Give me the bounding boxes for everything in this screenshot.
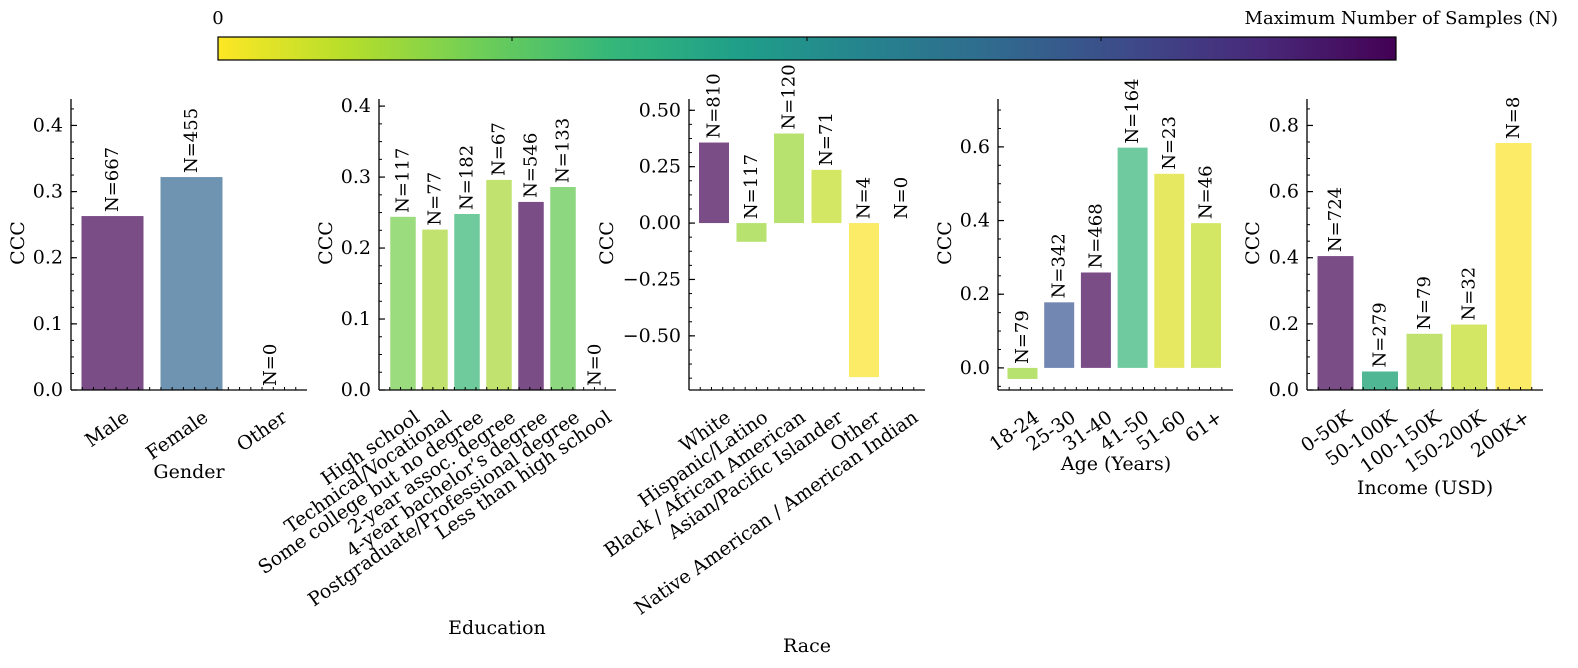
bar-n-label: N=133 (553, 118, 574, 183)
y-tick-label: −0.50 (623, 325, 681, 347)
y-tick-label: 0.00 (639, 212, 681, 234)
bar-n-label: N=79 (1012, 310, 1033, 364)
bar-n-label: N=120 (779, 64, 800, 129)
bar-n-label: N=23 (1159, 116, 1180, 170)
bar-n-label: N=67 (489, 122, 510, 176)
x-tick-label: Other (233, 406, 292, 457)
y-tick-label: 0.4 (33, 114, 63, 136)
y-tick-label: 0.50 (639, 99, 681, 121)
bar-n-label: N=117 (741, 154, 762, 219)
y-tick-label: 0.3 (341, 166, 371, 188)
bar (1362, 371, 1398, 390)
y-tick-label: 0.2 (341, 237, 371, 259)
bar (1007, 367, 1038, 379)
bar-n-label: N=342 (1049, 233, 1070, 298)
bar (736, 223, 767, 242)
y-tick-label: 0.2 (960, 283, 990, 305)
bar-n-label: N=667 (102, 147, 123, 212)
bar-n-label: N=724 (1325, 187, 1346, 252)
bar (699, 142, 729, 224)
y-tick-label: 0.8 (1269, 114, 1299, 136)
bar (550, 187, 576, 390)
bar (811, 169, 842, 224)
x-axis-title: Age (Years) (1060, 453, 1171, 475)
chart-panel-race: N=810 N=117 N=120 N=71 N=4 N=0 −0.50 −0.25 0.00 0… (596, 64, 925, 657)
bar-n-label: N=8 (1503, 97, 1524, 139)
colorbar-title: Maximum Number of Samples (N) (1245, 8, 1558, 29)
chart-panel-gender: N=667 N=455 N=0 0.0 0.1 0.2 0.3 0.4 Male Female Ot… (7, 99, 307, 483)
y-axis-title: CCC (596, 221, 618, 265)
y-tick-label: 0.4 (1269, 247, 1299, 269)
bar (454, 213, 480, 390)
bar-n-label: N=546 (521, 133, 542, 198)
y-axis-title: CCC (7, 221, 29, 265)
bar-n-label: N=77 (425, 172, 446, 226)
y-tick-label: 0.1 (341, 308, 371, 330)
y-tick-label: 0.6 (960, 136, 990, 158)
bar-n-label: N=810 (704, 73, 725, 138)
bar (1317, 256, 1354, 390)
bar-n-label: N=46 (1196, 165, 1217, 219)
bar-n-label: N=164 (1122, 78, 1143, 143)
bar (1451, 324, 1487, 390)
x-tick-label: Female (142, 406, 212, 464)
y-tick-label: 0.25 (639, 156, 681, 178)
x-tick-label: Male (81, 406, 133, 452)
y-axis-title: CCC (1242, 221, 1264, 265)
bar (81, 216, 144, 390)
bar (774, 133, 804, 224)
bar (518, 201, 544, 390)
bar-n-label: N=117 (393, 148, 414, 213)
bar (160, 177, 223, 390)
y-tick-label: 0.4 (960, 210, 990, 232)
bar (1406, 333, 1443, 390)
bar (1495, 142, 1532, 390)
y-tick-label: 0.1 (33, 313, 63, 335)
bar-n-label: N=279 (1370, 302, 1391, 367)
bar-n-label: N=468 (1085, 203, 1106, 268)
bar-n-label: N=0 (585, 344, 606, 386)
y-tick-label: 0.2 (33, 247, 63, 269)
bar-n-label: N=32 (1459, 267, 1480, 321)
chart-panel-education: N=117 N=77 N=182 N=67 N=546 N=133 N=0 0.0 0.1 0.2… (254, 95, 616, 639)
bar-n-label: N=79 (1414, 276, 1435, 330)
x-axis-title: Race (783, 635, 831, 657)
bar (422, 229, 448, 390)
bar-n-label: N=71 (816, 112, 837, 166)
bar-n-label: N=4 (854, 177, 875, 219)
y-tick-label: 0.0 (341, 379, 371, 401)
y-axis-title: CCC (315, 221, 337, 265)
y-axis-title: CCC (934, 221, 956, 265)
bar (390, 216, 416, 390)
bar (1080, 272, 1111, 368)
bar-n-label: N=0 (891, 177, 912, 219)
x-axis-title: Education (448, 617, 546, 639)
x-axis-title: Gender (153, 461, 225, 483)
y-tick-label: 0.0 (960, 357, 990, 379)
bar-n-label: N=182 (457, 145, 478, 210)
y-tick-label: −0.25 (623, 268, 681, 290)
panels: N=667 N=455 N=0 0.0 0.1 0.2 0.3 0.4 Male Female Ot… (7, 64, 1543, 657)
bar (849, 223, 879, 378)
y-tick-label: 0.2 (1269, 313, 1299, 335)
y-tick-label: 0.0 (33, 379, 63, 401)
x-tick-label: 61+ (1181, 406, 1226, 447)
y-tick-label: 0.0 (1269, 379, 1299, 401)
colorbar-min-label: 0 (212, 8, 223, 29)
y-tick-label: 0.4 (341, 95, 371, 117)
x-axis-title: Income (USD) (1357, 477, 1493, 499)
y-tick-label: 0.3 (33, 181, 63, 203)
colorbar: 0 Maximum Number of Samples (N) (212, 8, 1558, 61)
bar (486, 179, 512, 390)
bar-n-label: N=455 (181, 108, 202, 173)
bar (1154, 173, 1185, 368)
y-tick-label: 0.6 (1269, 181, 1299, 203)
bar-n-label: N=0 (260, 344, 281, 386)
bar (1117, 147, 1148, 368)
bar (1044, 302, 1075, 368)
bar (1191, 223, 1221, 368)
